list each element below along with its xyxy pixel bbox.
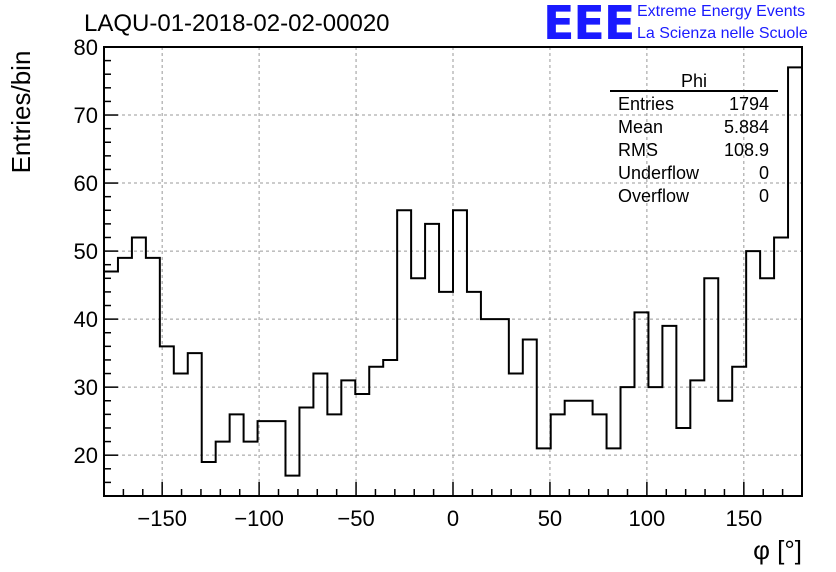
stats-value-underflow: 0 <box>759 163 769 183</box>
brand-tagline-2: La Scienza nelle Scuole <box>637 25 808 42</box>
plot-frame <box>103 46 803 497</box>
x-tick-label: −100 <box>234 506 284 531</box>
y-axis-title: Entries/bin <box>6 51 36 174</box>
stats-label-overflow: Overflow <box>618 186 690 206</box>
x-tick-label: 50 <box>538 506 562 531</box>
x-tick-label: 100 <box>629 506 666 531</box>
stats-label-mean: Mean <box>618 117 663 137</box>
y-tick-label: 50 <box>74 239 98 264</box>
histogram-step-line <box>104 66 802 477</box>
x-tick-label: −50 <box>337 506 374 531</box>
stats-value-overflow: 0 <box>759 186 769 206</box>
y-tick-label: 70 <box>74 103 98 128</box>
stats-value-rms: 108.9 <box>724 140 769 160</box>
stats-value-entries: 1794 <box>729 94 769 114</box>
y-tick-label: 30 <box>74 375 98 400</box>
page-title: LAQU-01-2018-02-02-00020 <box>84 10 390 37</box>
y-tick-labels: 20 30 40 50 60 70 80 <box>74 35 98 468</box>
stats-title: Phi <box>681 71 707 91</box>
x-tick-label: −150 <box>137 506 187 531</box>
x-tick-label: 0 <box>447 506 459 531</box>
x-tick-label: 150 <box>725 506 762 531</box>
stats-value-mean: 5.884 <box>724 117 769 137</box>
stats-box: Phi Entries 1794 Mean 5.884 RMS 108.9 Un… <box>610 71 778 206</box>
brand-tagline-1: Extreme Energy Events <box>637 3 806 20</box>
x-axis-title: φ [°] <box>753 535 802 565</box>
stats-label-rms: RMS <box>618 140 658 160</box>
y-tick-label: 80 <box>74 35 98 60</box>
stats-label-underflow: Underflow <box>618 163 700 183</box>
y-tick-label: 40 <box>74 307 98 332</box>
y-tick-label: 20 <box>74 443 98 468</box>
y-tick-label: 60 <box>74 171 98 196</box>
stats-label-entries: Entries <box>618 94 674 114</box>
eee-logo: EEE <box>543 0 635 50</box>
x-tick-labels: −150 −100 −50 0 50 100 150 <box>137 506 762 531</box>
